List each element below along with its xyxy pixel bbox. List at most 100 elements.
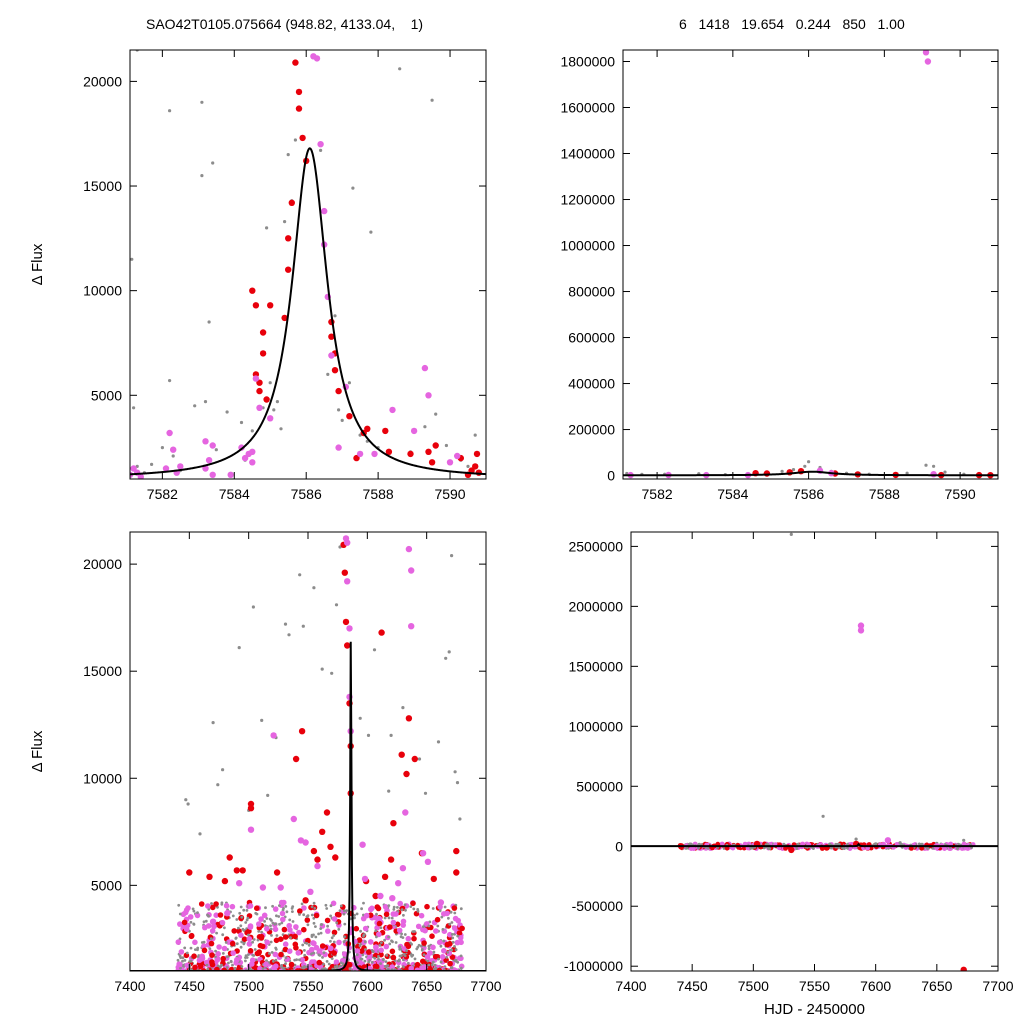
magenta-data-point	[421, 364, 429, 372]
background-point	[430, 963, 434, 967]
background-point	[444, 941, 451, 948]
magenta-data-point	[259, 884, 267, 891]
red-data-point	[411, 755, 418, 763]
background-point	[225, 966, 229, 969]
background-point	[312, 933, 315, 937]
x-tick-label: 7600	[860, 978, 891, 994]
background-point	[400, 918, 407, 925]
red-data-point	[263, 396, 270, 403]
background-point	[356, 961, 359, 964]
background-point	[221, 933, 225, 937]
red-data-point	[298, 728, 306, 735]
background-point	[175, 939, 182, 945]
background-point	[303, 949, 306, 952]
background-point	[387, 924, 393, 930]
background-point	[273, 922, 277, 926]
background-point	[387, 904, 391, 907]
background-point	[348, 967, 352, 971]
red-data-point	[256, 387, 263, 395]
red-data-point	[341, 569, 348, 576]
background-point	[342, 912, 346, 916]
model-fit-curve	[623, 470, 998, 477]
background-point	[846, 842, 849, 846]
background-point	[398, 947, 402, 951]
red-data-point	[398, 751, 405, 758]
background-point	[920, 842, 924, 846]
x-tick-label: 7500	[233, 978, 264, 994]
grey-data-point	[366, 733, 371, 738]
grey-data-point	[337, 408, 341, 412]
background-point	[363, 959, 367, 963]
background-point	[375, 935, 378, 939]
background-point	[353, 916, 356, 920]
background-point	[201, 947, 208, 954]
background-point	[397, 900, 404, 907]
grey-data-point	[312, 586, 316, 590]
magenta-data-point	[236, 880, 243, 887]
background-point	[183, 946, 187, 950]
background-point	[388, 942, 392, 946]
background-point	[177, 921, 183, 927]
background-point	[722, 847, 726, 850]
background-point	[178, 949, 185, 955]
grey-data-point	[821, 814, 825, 818]
background-point	[277, 915, 281, 918]
y-tick-label: 1000000	[568, 718, 623, 734]
background-point	[356, 937, 363, 943]
background-point	[202, 920, 206, 924]
background-point	[220, 901, 224, 905]
red-data-point	[314, 856, 321, 863]
background-point	[812, 847, 815, 850]
background-point	[337, 927, 341, 931]
background-point	[272, 926, 279, 933]
background-point	[409, 905, 413, 908]
background-point	[433, 928, 439, 934]
magenta-data-point	[356, 450, 364, 458]
grey-data-point	[193, 404, 197, 408]
background-point	[179, 966, 182, 970]
magenta-data-point	[202, 438, 209, 445]
background-point	[215, 931, 219, 935]
background-point	[359, 957, 363, 961]
y-tick-label: 20000	[83, 73, 122, 89]
background-point	[284, 962, 287, 965]
magenta-data-point	[395, 880, 402, 887]
background-point	[411, 935, 417, 942]
background-point	[434, 967, 437, 971]
y-tick-label: 0	[607, 468, 615, 484]
red-data-point	[332, 854, 339, 861]
grey-data-point	[150, 462, 154, 466]
background-point	[247, 933, 250, 937]
background-point	[782, 842, 786, 846]
background-point	[278, 899, 285, 906]
background-point	[433, 963, 437, 967]
red-data-point	[342, 618, 350, 626]
background-point	[205, 963, 209, 967]
background-point	[280, 921, 284, 925]
background-point	[431, 907, 435, 910]
background-point	[438, 909, 442, 913]
background-point	[353, 925, 360, 932]
background-point	[403, 933, 407, 936]
background-point	[419, 965, 425, 971]
background-point	[241, 927, 245, 931]
background-point	[329, 904, 333, 908]
background-point	[206, 967, 210, 971]
background-point	[206, 913, 209, 917]
background-point	[286, 948, 293, 954]
background-point	[355, 953, 359, 957]
background-point	[444, 910, 450, 917]
x-tick-label: 7450	[174, 978, 205, 994]
red-data-point	[319, 828, 326, 835]
grey-data-point	[301, 624, 305, 628]
background-point	[363, 940, 367, 944]
background-point	[451, 925, 458, 931]
x-tick-label: 7582	[147, 486, 178, 502]
background-point	[256, 938, 260, 942]
grey-data-point	[372, 648, 377, 652]
red-data-point	[299, 134, 306, 142]
magenta-data-point	[202, 465, 209, 472]
background-point	[459, 925, 465, 932]
